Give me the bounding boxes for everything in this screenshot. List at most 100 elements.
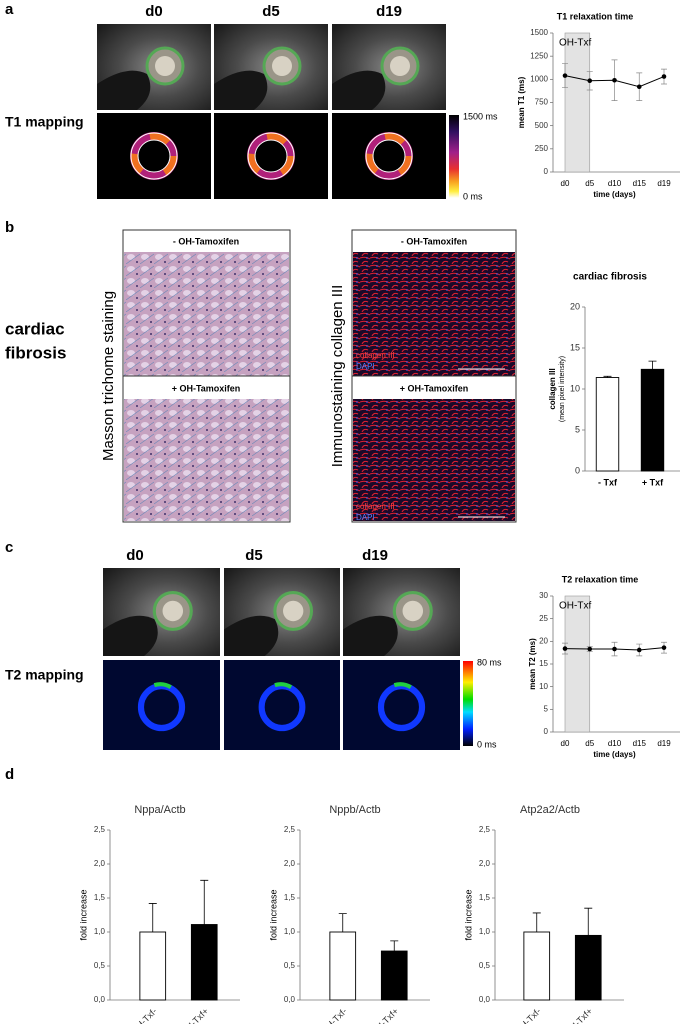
bar xyxy=(329,931,357,1001)
treatment-band xyxy=(564,595,591,733)
y-tick-label: 2,5 xyxy=(94,825,106,834)
chart-title: T2 relaxation time xyxy=(562,574,639,584)
t2-map-image xyxy=(343,660,460,750)
y-axis-label: fold increase xyxy=(463,889,473,940)
y-tick-label: 0,5 xyxy=(94,961,106,970)
image-header: - OH-Tamoxifen xyxy=(401,236,467,246)
x-tick-label: d0 xyxy=(561,179,570,188)
y-tick-label: 5 xyxy=(544,704,549,713)
image-header: + OH-Tamoxifen xyxy=(172,383,241,393)
panel-label: b xyxy=(5,219,14,236)
column-header: d19 xyxy=(362,547,388,564)
y-tick-label: 1,5 xyxy=(284,893,296,902)
method-label: Immunostaining collagen III xyxy=(329,285,346,468)
y-tick-label: 1250 xyxy=(530,51,548,60)
histology-image xyxy=(124,252,289,376)
y-tick-label: 0 xyxy=(575,465,580,475)
stain-label: collagen III xyxy=(356,351,395,360)
error-bar xyxy=(148,903,157,932)
y-tick-label: 1500 xyxy=(530,28,548,37)
x-tick-label: d19 xyxy=(657,739,671,748)
y-axis-label: mean T1 (ms) xyxy=(517,76,526,128)
marker xyxy=(562,646,568,651)
error-bar xyxy=(390,940,399,952)
row-label: T2 mapping xyxy=(5,667,84,683)
marker xyxy=(636,647,642,653)
y-tick-label: 10 xyxy=(570,383,580,393)
y-tick-label: 0 xyxy=(544,167,549,176)
chart-title: Nppa/Actb xyxy=(134,804,185,816)
chart-title: Atp2a2/Actb xyxy=(520,804,580,816)
x-tick-label: Cre-OH-Txf- xyxy=(501,1006,543,1024)
column-header: d19 xyxy=(376,3,402,20)
y-tick-label: 0,0 xyxy=(479,995,491,1004)
x-axis-label: time (days) xyxy=(593,190,636,199)
mri-image xyxy=(343,568,460,656)
chart-title: Nppb/Actb xyxy=(329,804,380,816)
panel-label: c xyxy=(5,539,13,556)
t2-map-image xyxy=(103,660,220,750)
y-tick-label: 15 xyxy=(539,659,548,668)
y-tick-label: 5 xyxy=(575,424,580,434)
error-bar xyxy=(584,907,593,936)
t2-map-image xyxy=(224,660,340,750)
method-label: Masson trichome staining xyxy=(100,291,117,461)
t1-map-image xyxy=(214,113,328,199)
colorbar-label: 80 ms xyxy=(477,657,502,667)
x-tick-label: d10 xyxy=(608,739,622,748)
y-tick-label: 1,5 xyxy=(94,893,106,902)
x-tick-label: d5 xyxy=(585,739,594,748)
y-tick-label: 30 xyxy=(539,591,548,600)
y-tick-label: 0,0 xyxy=(94,995,106,1004)
immuno-image xyxy=(353,252,515,376)
bar xyxy=(380,950,408,1001)
error-bar xyxy=(200,879,209,925)
row-label: T1 mapping xyxy=(5,114,84,130)
colorbar xyxy=(449,115,459,198)
y-tick-label: 0,5 xyxy=(479,961,491,970)
x-tick-label: Cre+ OH-Txf+ xyxy=(353,1006,400,1024)
mri-image xyxy=(224,568,340,656)
column-header: d0 xyxy=(126,547,144,564)
error-bar xyxy=(532,912,541,932)
immuno-image xyxy=(353,399,515,521)
x-tick-label: d15 xyxy=(633,739,647,748)
t1-map-image xyxy=(97,113,211,199)
bar xyxy=(574,934,602,1001)
colorbar-label: 0 ms xyxy=(463,191,483,201)
marker xyxy=(661,74,667,79)
x-axis-label: time (days) xyxy=(593,750,636,759)
panel-label: a xyxy=(5,1,14,18)
marker xyxy=(587,78,593,84)
stain-label: collagen III xyxy=(356,502,395,511)
x-tick-label: - Txf xyxy=(598,477,618,487)
image-header: + OH-Tamoxifen xyxy=(400,383,469,393)
panel-label: d xyxy=(5,766,14,783)
marker xyxy=(612,646,617,652)
column-header: d0 xyxy=(145,3,163,20)
column-header: d5 xyxy=(245,547,263,564)
y-tick-label: 1,0 xyxy=(479,927,491,936)
y-tick-label: 0,0 xyxy=(284,995,296,1004)
mri-image xyxy=(103,568,220,656)
y-axis-label: mean T2 (ms) xyxy=(528,638,537,690)
stain-label: DAPI xyxy=(356,362,375,371)
annotation: OH-Txf xyxy=(559,601,591,612)
colorbar-label: 0 ms xyxy=(477,739,497,749)
x-tick-label: d0 xyxy=(561,739,570,748)
t1-map-image xyxy=(332,113,446,199)
image-header: - OH-Tamoxifen xyxy=(173,236,239,246)
bar xyxy=(523,931,551,1001)
y-tick-label: 1000 xyxy=(530,74,548,83)
marker xyxy=(587,646,593,652)
x-tick-label: Cre+ OH-Txf+ xyxy=(163,1006,210,1024)
bar xyxy=(190,924,218,1001)
marker xyxy=(562,73,568,78)
y-tick-label: 2,0 xyxy=(284,859,296,868)
y-tick-label: 25 xyxy=(539,614,548,623)
histology-image xyxy=(124,399,289,521)
chart-title: cardiac fibrosis xyxy=(573,272,647,283)
error-bar xyxy=(648,360,657,370)
y-tick-label: 2,0 xyxy=(94,859,106,868)
